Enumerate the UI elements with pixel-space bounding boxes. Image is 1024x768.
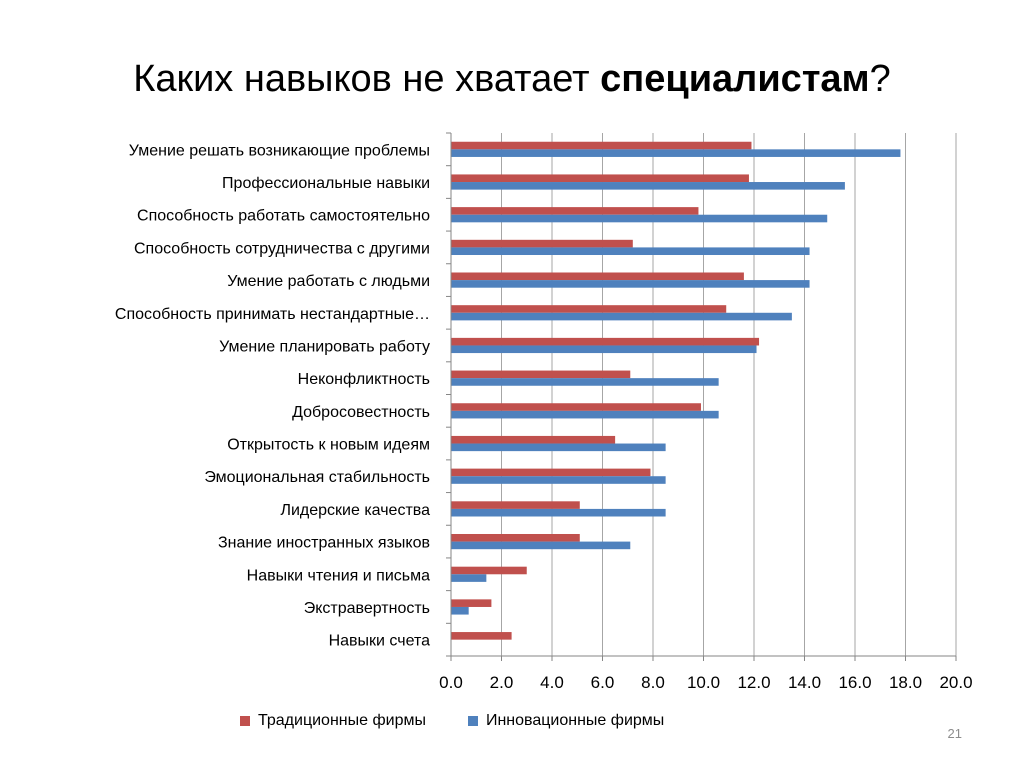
bar-series-1: [451, 599, 492, 607]
category-label: Умение планировать работу: [219, 338, 430, 355]
bar-series-2: [451, 345, 757, 354]
category-label: Умение решать возникающие проблемы: [129, 142, 430, 159]
bar-series-2: [451, 214, 828, 223]
bar-series-1: [451, 174, 749, 183]
bar-series-2: [451, 182, 845, 190]
bar-series-1: [451, 272, 744, 281]
x-tick-label: 14.0: [788, 673, 821, 692]
bars: [451, 141, 901, 640]
legend-item-series-2: Инновационные фирмы: [467, 712, 665, 730]
tick-labels: 0.0 2.0 4.0 6.0 8.0 10.0 12.0 14.0 16.0 18.0 20.0: [439, 673, 972, 692]
category-label: Профессиональные навыки: [222, 175, 430, 192]
title-bold: специалистам: [600, 58, 870, 100]
bar-series-2: [451, 508, 666, 517]
bar-series-2: [451, 443, 666, 452]
x-tick-label: 8.0: [641, 673, 665, 692]
bar-series-1: [451, 435, 616, 444]
category-label: Неконфликтность: [298, 371, 430, 388]
bar-series-1: [451, 239, 633, 248]
bar-series-1: [451, 533, 580, 542]
category-label: Умение работать с людьми: [227, 273, 430, 290]
category-label: Экстравертность: [304, 600, 430, 617]
bar-series-1: [451, 632, 512, 640]
x-tick-label: 6.0: [591, 673, 615, 692]
legend: Традиционные фирмы Инновационные фирмы: [240, 708, 800, 734]
bar-series-2: [451, 149, 901, 157]
bar-series-1: [451, 403, 701, 411]
bar-series-1: [451, 566, 527, 575]
bar-series-1: [451, 501, 580, 509]
bar-series-2: [451, 574, 487, 582]
bar-series-2: [451, 606, 469, 615]
legend-swatch-series-1: [240, 716, 250, 726]
category-label: Лидерские качества: [280, 502, 430, 519]
bar-series-1: [451, 370, 631, 379]
category-label: Добросовестность: [292, 404, 430, 421]
bar-series-2: [451, 280, 810, 288]
bar-series-1: [451, 207, 699, 215]
bar-series-2: [451, 312, 792, 321]
category-labels: Умение решать возникающие проблемы Профес…: [115, 142, 430, 649]
legend-swatch-series-2: [467, 716, 478, 726]
x-tick-label: 0.0: [439, 673, 463, 692]
legend-label-series-2: Инновационные фирмы: [485, 712, 665, 729]
category-label: Способность работать самостоятельно: [137, 208, 430, 225]
title-suffix: ?: [869, 58, 891, 100]
x-tick-label: 18.0: [889, 673, 922, 692]
category-label: Эмоциональная стабильность: [204, 469, 430, 486]
bar-series-1: [451, 141, 752, 150]
category-label: Открытость к новым идеям: [227, 437, 430, 454]
bar-series-2: [451, 476, 666, 484]
axes: [446, 132, 957, 661]
x-tick-label: 4.0: [540, 673, 564, 692]
category-label: Способность принимать нестандартные…: [115, 306, 430, 323]
legend-item-series-1: Традиционные фирмы: [240, 712, 426, 730]
x-tick-label: 10.0: [687, 673, 720, 692]
x-tick-label: 16.0: [838, 673, 871, 692]
bar-series-2: [451, 541, 631, 550]
bar-series-1: [451, 468, 651, 477]
category-label: Навыки чтения и письма: [247, 567, 430, 584]
category-label: Навыки счета: [329, 633, 431, 650]
title-prefix: Каких навыков не хватает: [133, 58, 601, 100]
bar-series-2: [451, 410, 719, 419]
bar-series-1: [451, 305, 727, 313]
x-tick-label: 2.0: [490, 673, 514, 692]
slide-title: Каких навыков не хватает специалистам?: [0, 52, 1024, 106]
bar-series-2: [451, 247, 810, 256]
bar-series-1: [451, 337, 760, 346]
legend-label-series-1: Традиционные фирмы: [258, 712, 426, 729]
slide-number: 21: [947, 726, 962, 741]
x-tick-label: 12.0: [737, 673, 770, 692]
x-tick-label: 20.0: [939, 673, 972, 692]
bar-series-2: [451, 378, 719, 386]
category-label: Способность сотрудничества с другими: [134, 240, 430, 257]
category-label: Знание иностранных языков: [218, 535, 430, 552]
